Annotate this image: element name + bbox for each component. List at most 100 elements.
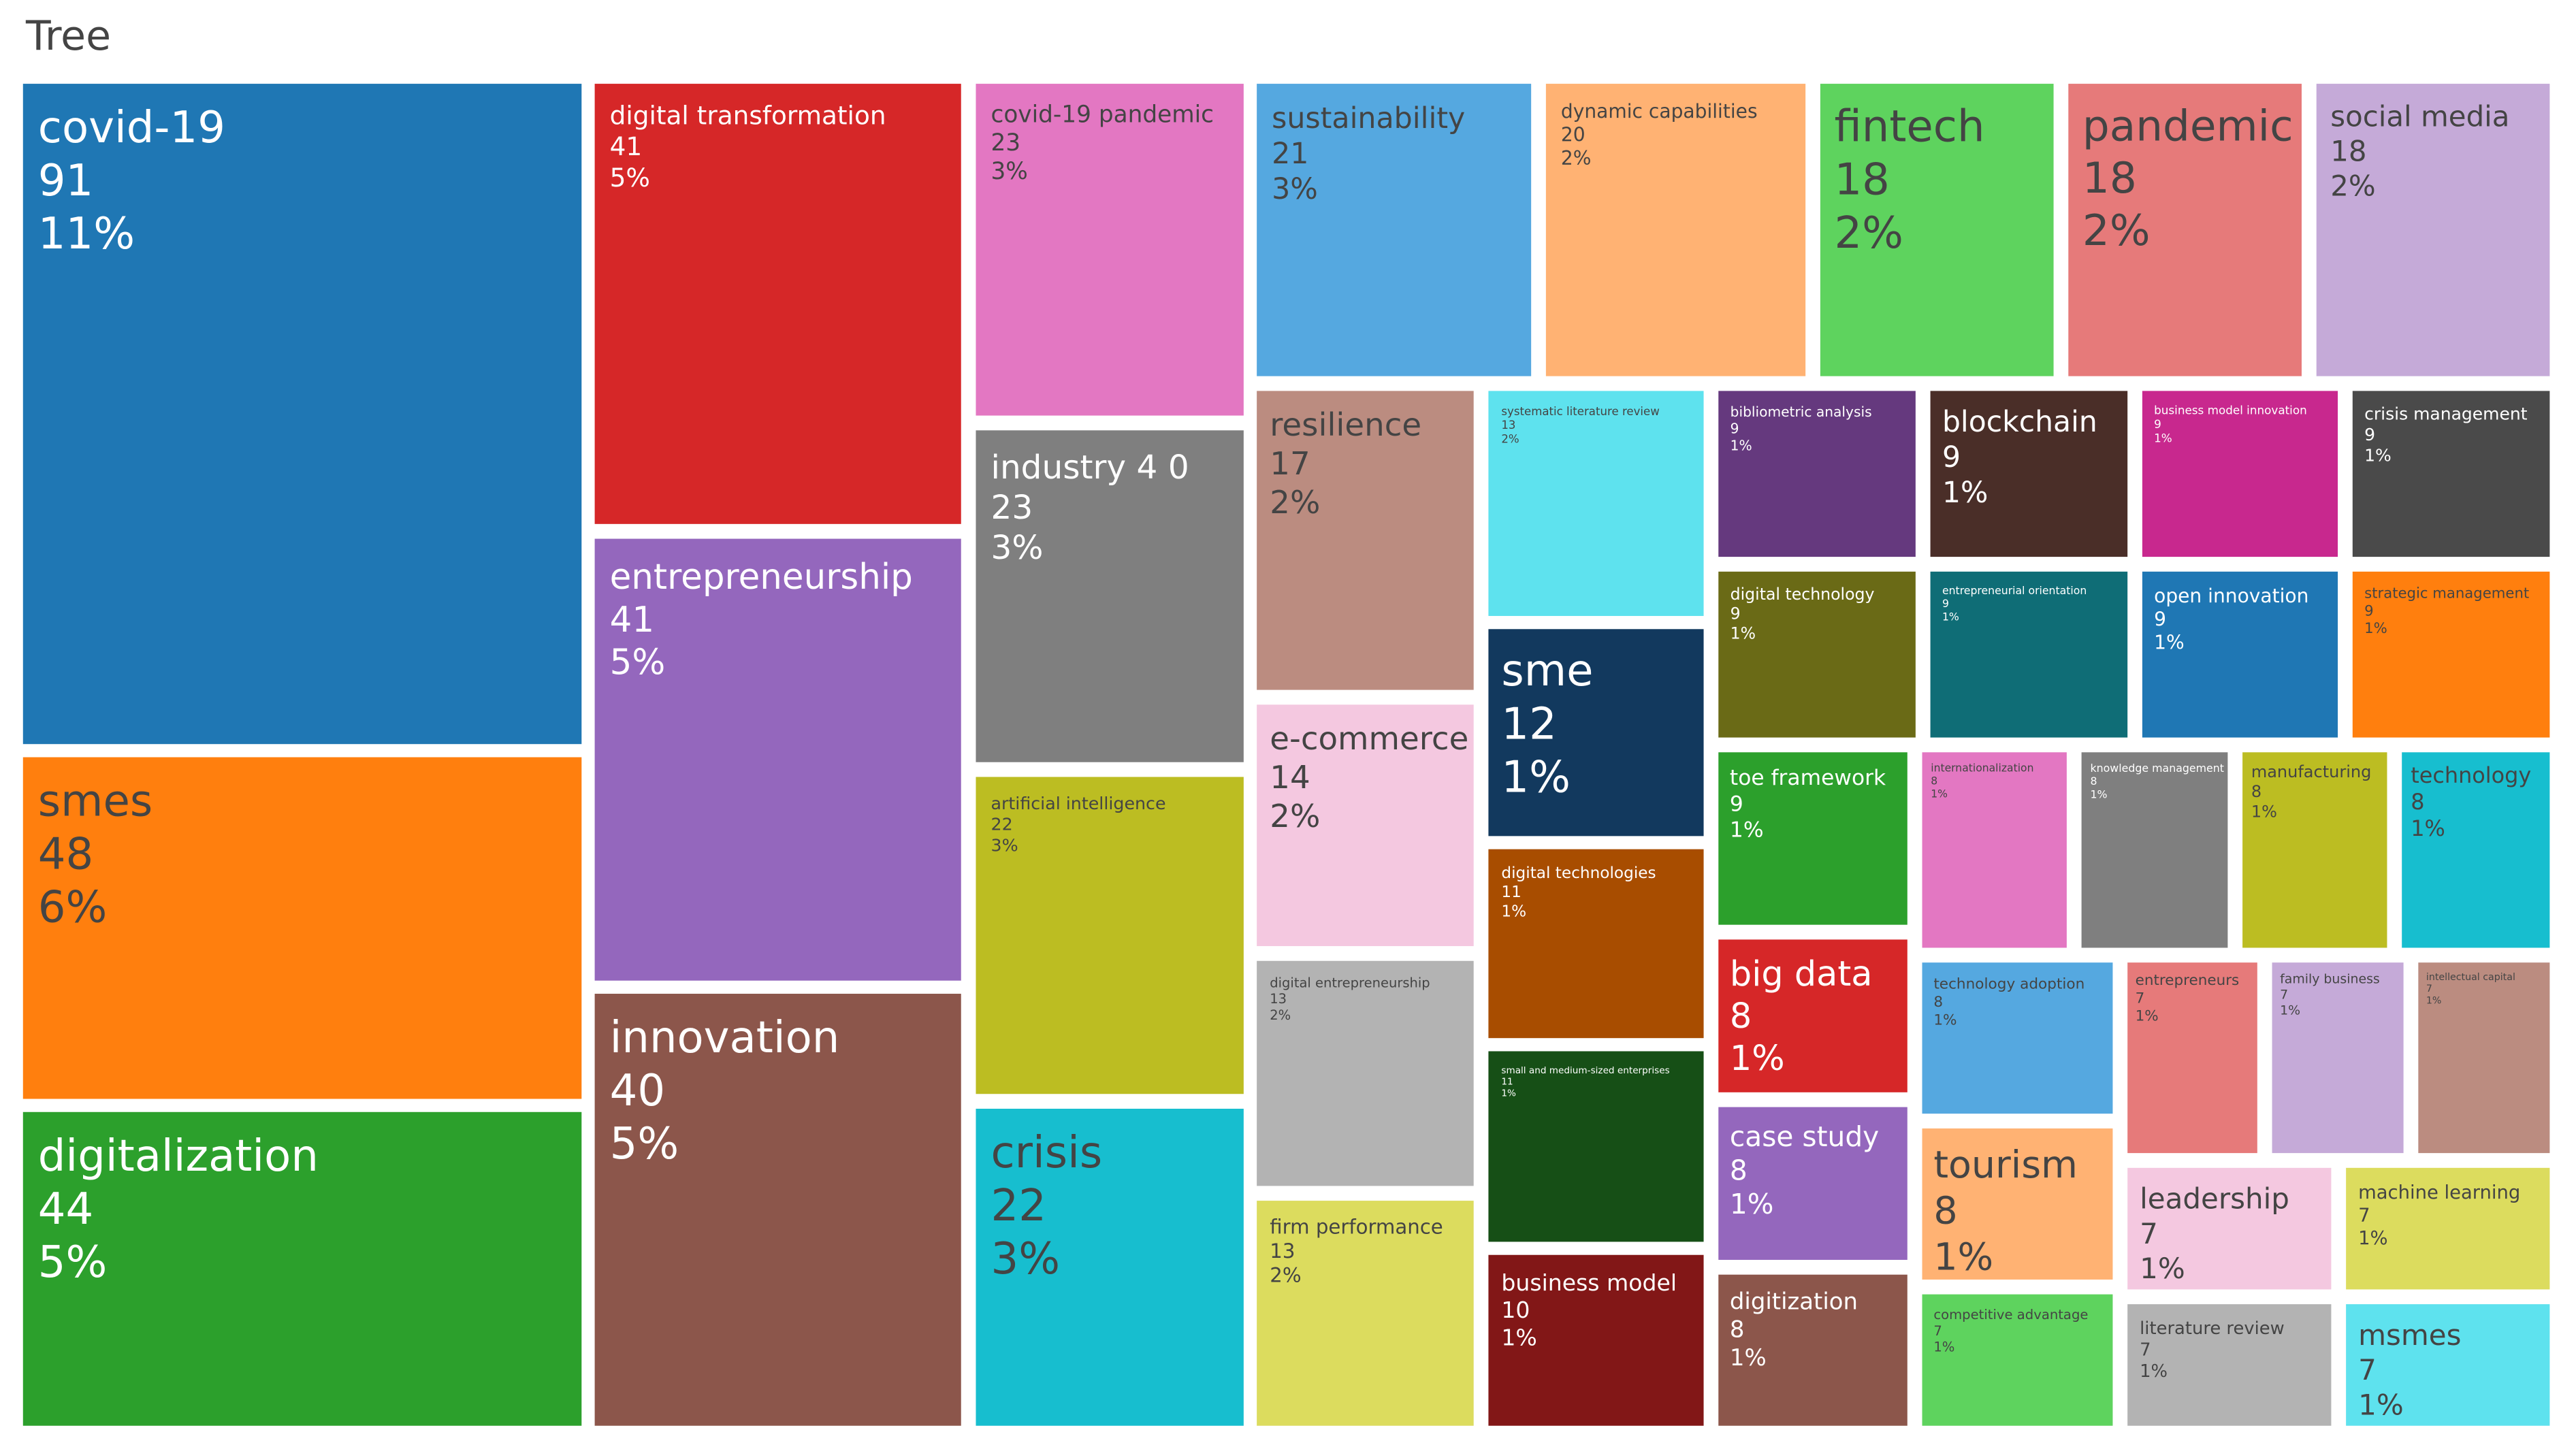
treemap-rect[interactable] [1930,391,2128,557]
treemap-rect[interactable] [22,757,582,1099]
treemap-rect[interactable] [1820,84,2054,376]
treemap-rect[interactable] [1922,1294,2113,1426]
treemap-rect[interactable] [1488,629,1704,837]
treemap-rect[interactable] [2272,962,2404,1154]
treemap-rect[interactable] [2127,1304,2332,1426]
treemap-rect[interactable] [1718,1107,1907,1260]
treemap-rect[interactable] [1718,391,1916,557]
treemap-rect[interactable] [2346,1304,2550,1426]
treemap-rect[interactable] [976,1108,1244,1426]
treemap-rect[interactable] [976,777,1244,1094]
treemap-rect[interactable] [22,1111,582,1426]
treemap-rect[interactable] [2068,84,2302,376]
treemap-rect[interactable] [976,84,1244,416]
treemap-rect[interactable] [1257,391,1474,690]
treemap-rect[interactable] [2081,752,2228,948]
treemap-rect[interactable] [22,84,582,745]
treemap-rect[interactable] [1488,1254,1704,1426]
treemap-rect[interactable] [1718,752,1907,925]
treemap-rect[interactable] [2142,571,2338,738]
treemap-rect[interactable] [1257,1201,1474,1426]
treemap-rect[interactable] [976,430,1244,762]
treemap-rect[interactable] [1257,960,1474,1186]
treemap-rect[interactable] [2352,571,2550,738]
treemap-rect[interactable] [2402,752,2550,948]
treemap-rect[interactable] [1257,84,1532,376]
treemap-rect[interactable] [1488,391,1704,616]
treemap-cell-artificial-intelligence[interactable]: artificial intelligence 22 3% [976,777,1244,1094]
treemap-rect[interactable] [1488,1051,1704,1242]
treemap-rect[interactable] [2127,1167,2332,1290]
treemap-rect[interactable] [1718,571,1916,738]
treemap-rect[interactable] [2346,1167,2550,1290]
treemap-rect[interactable] [1718,1274,1907,1426]
treemap-rect[interactable] [2142,391,2338,557]
treemap-rect[interactable] [1718,939,1907,1092]
treemap-rect[interactable] [2418,962,2550,1154]
treemap-rect[interactable] [1922,962,2113,1114]
treemap-rect[interactable] [594,84,961,524]
treemap-rect[interactable] [2316,84,2550,376]
treemap-rect[interactable] [2242,752,2387,948]
treemap-rect[interactable] [1545,84,1806,376]
treemap-rect[interactable] [2127,962,2257,1154]
treemap-rect[interactable] [2352,391,2550,557]
treemap-rect[interactable] [1922,1128,2113,1280]
treemap-rect[interactable] [594,994,961,1426]
treemap-rect[interactable] [1488,849,1704,1039]
treemap-rect[interactable] [594,538,961,981]
treemap-rect[interactable] [1922,752,2067,948]
treemap-rect[interactable] [1257,704,1474,947]
treemap-rect[interactable] [1930,571,2128,738]
